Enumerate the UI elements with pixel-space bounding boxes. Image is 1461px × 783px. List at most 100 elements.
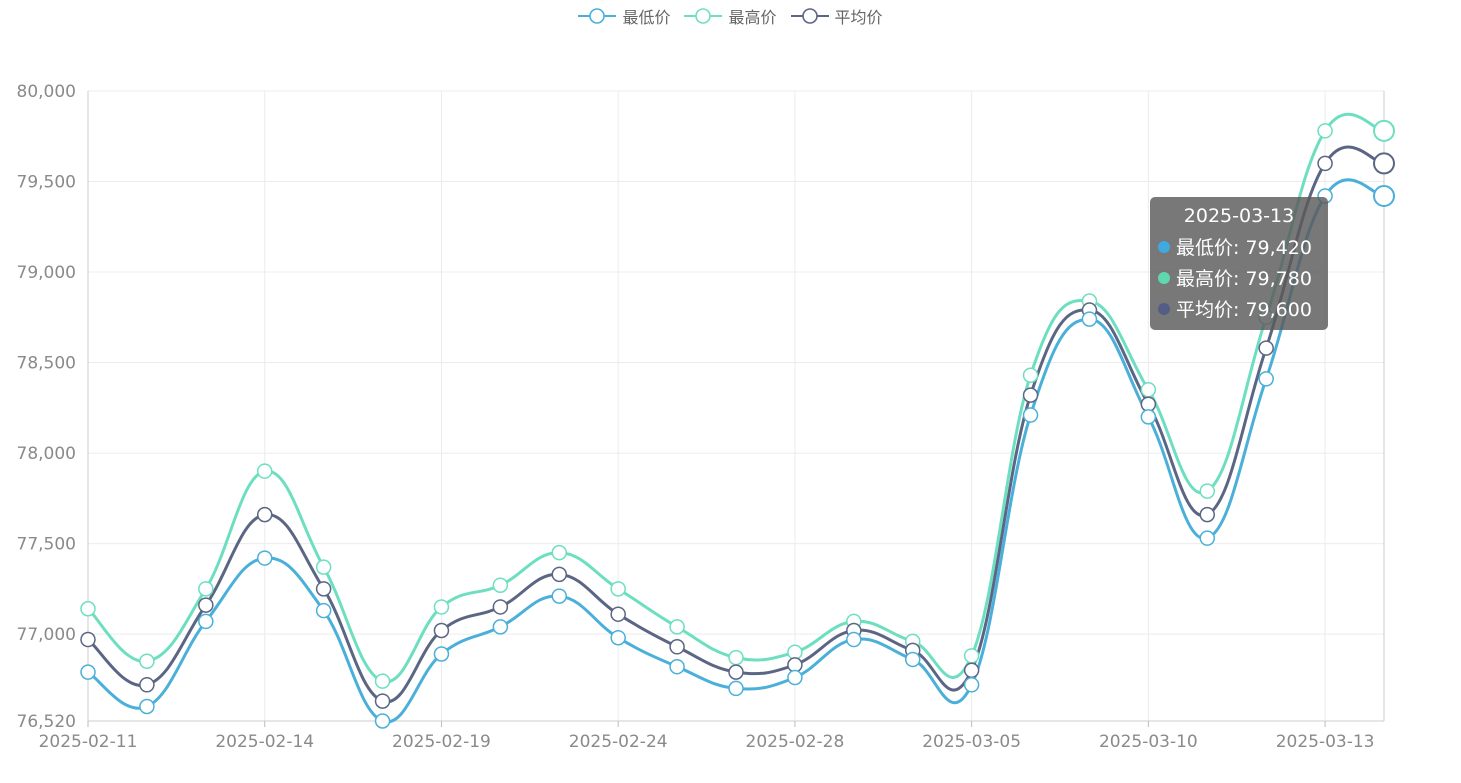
y-tick-label: 79,500: [17, 173, 76, 193]
y-tick-label: 79,000: [17, 263, 76, 283]
tooltip: 2025-03-13 最低价: 79,420 最高价: 79,780 平均价: …: [1150, 197, 1328, 330]
data-point-high: [374, 673, 391, 689]
data-point-avg: [787, 657, 803, 673]
tooltip-dot-low: [1158, 240, 1170, 253]
data-point-high: [728, 649, 744, 666]
data-point-low: [728, 680, 744, 697]
data-point-low: [1140, 409, 1157, 425]
data-point-low: [256, 550, 273, 566]
legend-label-high: 最高价: [728, 8, 777, 27]
y-tick-label: 77,500: [17, 535, 76, 555]
legend-item-high[interactable]: 最高价: [684, 4, 777, 28]
tooltip-text-avg: 平均价: 79,600: [1176, 299, 1312, 321]
data-point-high: [80, 601, 96, 617]
data-point-high: [492, 577, 509, 593]
data-point-avg: [551, 566, 568, 583]
data-point-high: [1199, 483, 1216, 499]
data-point-high: [610, 581, 626, 597]
data-point-avg: [1022, 387, 1039, 403]
data-point-high: [669, 619, 685, 635]
data-point-high: [198, 581, 214, 597]
data-point-low: [198, 613, 214, 630]
data-point-low: [787, 669, 803, 686]
data-point-avg: [315, 581, 332, 597]
data-point-avg: [433, 622, 450, 639]
data-point-low: [139, 698, 155, 715]
x-tick-label: 2025-03-10: [1099, 732, 1198, 752]
y-tick-label: 80,000: [17, 82, 76, 102]
x-tick-label: 2025-02-28: [746, 732, 845, 752]
tooltip-row-high: 最高价: 79,780: [1150, 262, 1328, 293]
legend-item-avg[interactable]: 平均价: [790, 4, 883, 28]
legend-label-avg: 平均价: [834, 8, 883, 27]
data-point-avg: [198, 597, 214, 613]
data-point-low: [1081, 311, 1098, 327]
tooltip-row-avg: 平均价: 79,600: [1150, 293, 1328, 324]
data-point-high: [551, 544, 568, 561]
data-point-low: [433, 646, 450, 662]
data-point-low: [315, 602, 332, 619]
data-point-low: [492, 619, 509, 635]
data-point-avg: [669, 639, 685, 655]
legend-symbol-low: [578, 8, 617, 24]
tooltip-text-low: 最低价: 79,420: [1176, 237, 1312, 259]
data-point-low: [80, 664, 96, 680]
data-point-avg: [610, 606, 626, 622]
x-tick-label: 2025-02-14: [215, 732, 314, 752]
data-point-high: [787, 644, 803, 660]
x-tick-label: 2025-03-05: [922, 732, 1021, 752]
data-point-avg: [963, 662, 980, 679]
data-point-high: [963, 648, 980, 664]
data-point-avg: [1373, 152, 1395, 175]
x-tick-label: 2025-02-24: [569, 732, 668, 752]
data-point-avg: [80, 631, 96, 648]
data-point-avg: [1317, 155, 1333, 172]
data-point-low: [1022, 407, 1039, 423]
tooltip-dot-avg: [1158, 302, 1170, 315]
legend-symbol-high: [684, 8, 723, 24]
y-tick-label: 78,500: [17, 354, 76, 374]
data-point-avg: [728, 664, 744, 680]
y-tick-label: 77,000: [17, 625, 76, 645]
legend-item-low[interactable]: 最低价: [578, 4, 670, 28]
data-point-high: [433, 599, 450, 615]
data-point-avg: [1140, 396, 1157, 412]
data-point-high: [1022, 367, 1039, 383]
data-point-low: [374, 713, 391, 729]
data-point-low: [1258, 371, 1274, 387]
data-point-low: [963, 677, 980, 693]
data-point-high: [1317, 123, 1333, 139]
data-point-avg: [1199, 506, 1216, 523]
x-tick-label: 2025-02-11: [39, 732, 138, 752]
data-point-low: [1199, 530, 1216, 546]
tooltip-row-low: 最低价: 79,420: [1150, 231, 1328, 262]
data-point-high: [1373, 119, 1395, 142]
x-tick-label: 2025-02-19: [392, 732, 491, 752]
data-point-low: [610, 629, 626, 646]
data-point-low: [1373, 185, 1395, 207]
data-point-high: [315, 559, 332, 575]
y-tick-label: 78,000: [17, 444, 76, 464]
legend: 最低价 最高价 平均价: [0, 4, 1461, 28]
data-point-low: [669, 658, 685, 675]
tooltip-dot-high: [1158, 271, 1170, 284]
legend-symbol-avg: [790, 8, 829, 24]
data-point-high: [1140, 381, 1157, 398]
data-point-low: [551, 588, 568, 604]
data-point-low: [846, 631, 862, 648]
tooltip-title: 2025-03-13: [1183, 205, 1295, 227]
legend-label-low: 最低价: [622, 8, 671, 27]
data-point-high: [139, 653, 155, 670]
data-point-high: [256, 463, 273, 479]
data-point-avg: [139, 677, 155, 693]
y-tick-label: 76,520: [17, 712, 76, 732]
data-point-avg: [256, 506, 273, 523]
data-point-avg: [1258, 340, 1274, 356]
data-point-avg: [374, 693, 391, 709]
data-point-low: [904, 651, 921, 668]
x-tick-label: 2025-03-13: [1276, 732, 1375, 752]
tooltip-text-high: 最高价: 79,780: [1176, 268, 1312, 290]
data-point-avg: [492, 599, 509, 615]
